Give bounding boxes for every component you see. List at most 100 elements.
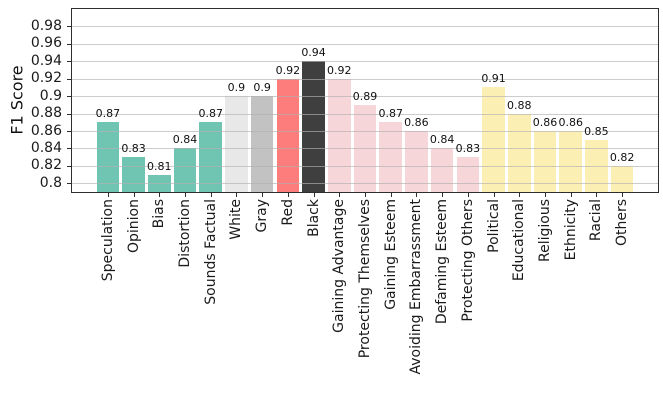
bar <box>225 96 248 192</box>
bar <box>430 148 454 192</box>
plot-area: 0.87 0.83 0.81 0.84 0.87 0.9 0.9 0.92 0.94 0.92 0.… <box>71 8 659 193</box>
x-tick-mark <box>519 193 521 197</box>
x-tick-label: Gaining Esteem <box>382 199 399 310</box>
gridline <box>72 96 658 98</box>
gridline <box>72 131 658 132</box>
y-tick-label: 0.9 <box>39 87 62 104</box>
x-tick-mark <box>493 193 495 197</box>
x-tick-mark <box>596 193 598 197</box>
bar-value-label: 0.9 <box>253 81 271 95</box>
bar-value-label: 0.87 <box>95 107 121 121</box>
x-tick-mark <box>365 193 366 197</box>
bar <box>507 113 531 192</box>
x-tick-label: Defaming Esteem <box>434 199 451 325</box>
bar <box>96 122 120 192</box>
gridline <box>72 43 658 45</box>
bar-value-label: 0.85 <box>584 124 609 138</box>
x-tick-label: Speculation <box>99 199 116 282</box>
y-tick-mark <box>67 165 71 167</box>
bar-value-label: 0.92 <box>275 63 301 77</box>
gridline <box>72 113 658 115</box>
x-tick-label: Sounds Factual <box>202 199 219 305</box>
y-tick-label: 0.88 <box>30 105 62 122</box>
bar-value-label: 0.86 <box>404 116 429 129</box>
bar <box>173 148 197 192</box>
x-tick-label: White <box>228 199 245 240</box>
x-tick-mark <box>313 193 315 197</box>
y-tick-label: 0.82 <box>30 157 62 174</box>
y-tick-mark <box>67 26 71 28</box>
bar <box>379 122 403 192</box>
x-tick-label: Protecting Others <box>459 199 476 322</box>
y-tick-label: 0.98 <box>30 17 62 34</box>
gridline <box>72 61 658 63</box>
x-tick-mark <box>339 193 341 197</box>
bar <box>199 122 223 192</box>
gridline <box>72 148 658 150</box>
x-tick-label: Distortion <box>177 199 193 268</box>
x-tick-label: Bias <box>151 199 168 229</box>
x-tick-mark <box>467 193 469 197</box>
bar <box>250 96 274 192</box>
bar-value-label: 0.83 <box>455 142 481 156</box>
gridline <box>72 165 658 167</box>
bar-value-labels-container: 0.87 0.83 0.81 0.84 0.87 0.9 0.9 0.92 0.94 0.92 0.… <box>72 9 658 192</box>
x-tick-mark <box>442 193 444 197</box>
x-tick-mark <box>185 193 186 197</box>
bar <box>276 78 300 192</box>
x-tick-mark <box>287 193 289 197</box>
y-tick-mark <box>67 131 71 132</box>
y-tick-label: 0.86 <box>30 122 62 139</box>
bar <box>610 165 634 192</box>
x-tick-mark <box>416 193 418 197</box>
bar-value-label: 0.9 <box>227 81 246 95</box>
x-tick-mark <box>390 193 392 197</box>
x-tick-mark <box>622 193 624 197</box>
bar-value-label: 0.84 <box>429 133 455 147</box>
x-tick-mark <box>133 193 135 197</box>
bar <box>302 61 325 192</box>
x-tick-label: Avoiding Embarrassment <box>408 199 425 375</box>
bars-container <box>72 9 658 192</box>
x-tick-label: Others <box>614 199 631 247</box>
x-tick-label: Gray <box>254 199 271 233</box>
bar <box>559 131 583 192</box>
y-tick-label: 0.96 <box>30 35 62 52</box>
gridline <box>72 26 658 28</box>
bar-value-label: 0.91 <box>481 72 506 86</box>
bar-value-label: 0.86 <box>558 116 583 129</box>
x-tick-mark <box>210 193 212 197</box>
x-tick-mark <box>107 193 109 197</box>
bar <box>405 131 428 192</box>
bar-value-label: 0.84 <box>172 133 198 147</box>
bar <box>327 78 351 192</box>
y-tick-mark <box>67 96 71 98</box>
bar-value-label: 0.92 <box>327 63 352 77</box>
x-tick-label: Political <box>485 199 502 253</box>
bar-value-label: 0.82 <box>609 150 635 164</box>
y-tick-label: 0.8 <box>39 174 62 191</box>
y-tick-mark <box>67 113 71 115</box>
bar-value-label: 0.87 <box>378 107 403 121</box>
bar-value-label: 0.83 <box>121 142 146 156</box>
bar-value-label: 0.94 <box>301 46 326 60</box>
x-tick-label: Racial <box>588 199 605 242</box>
bar-value-label: 0.89 <box>352 89 378 103</box>
y-tick-label: 0.92 <box>30 70 62 87</box>
bar-value-label: 0.81 <box>147 159 172 173</box>
bar-value-label: 0.88 <box>507 98 532 112</box>
gridline <box>72 78 658 80</box>
x-tick-mark <box>262 193 264 197</box>
x-tick-label: Religious <box>537 199 553 262</box>
y-tick-mark <box>67 148 71 150</box>
gridline <box>72 183 658 185</box>
y-tick-mark <box>67 43 71 45</box>
y-tick-mark <box>67 183 71 185</box>
y-tick-mark <box>67 78 71 80</box>
bar-value-label: 0.87 <box>198 107 223 121</box>
x-tick-label: Black <box>305 199 322 237</box>
gridlines-container <box>72 9 658 192</box>
x-tick-label: Red <box>279 199 296 226</box>
x-tick-label: Gaining Advantage <box>331 199 348 333</box>
